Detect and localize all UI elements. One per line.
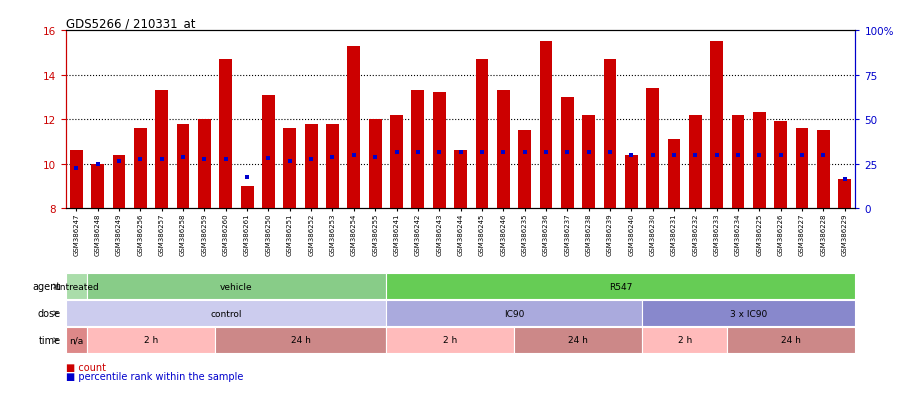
Text: R547: R547: [609, 282, 631, 291]
Text: agent: agent: [33, 281, 61, 292]
Bar: [514, 327, 641, 353]
Bar: [688, 115, 701, 209]
Text: 2 h: 2 h: [442, 336, 456, 344]
Bar: [454, 151, 466, 209]
Bar: [731, 115, 743, 209]
Bar: [304, 124, 317, 209]
Text: 24 h: 24 h: [568, 336, 588, 344]
Bar: [368, 120, 381, 209]
Bar: [87, 327, 215, 353]
Bar: [475, 60, 487, 209]
Text: 2 h: 2 h: [144, 336, 158, 344]
Bar: [752, 113, 765, 209]
Bar: [66, 300, 385, 326]
Bar: [385, 273, 855, 299]
Bar: [646, 89, 659, 209]
Text: dose: dose: [38, 308, 61, 318]
Bar: [326, 124, 339, 209]
Bar: [560, 97, 573, 209]
Bar: [215, 327, 385, 353]
Bar: [261, 95, 274, 209]
Bar: [241, 186, 253, 209]
Bar: [91, 164, 104, 209]
Text: untreated: untreated: [54, 282, 98, 291]
Bar: [283, 128, 296, 209]
Bar: [794, 128, 808, 209]
Text: 2 h: 2 h: [677, 336, 691, 344]
Bar: [837, 180, 850, 209]
Text: n/a: n/a: [69, 336, 84, 344]
Text: time: time: [39, 335, 61, 345]
Bar: [641, 300, 855, 326]
Bar: [155, 91, 168, 209]
Bar: [70, 151, 83, 209]
Text: 24 h: 24 h: [291, 336, 310, 344]
Bar: [112, 155, 126, 209]
Bar: [641, 327, 727, 353]
Bar: [773, 122, 786, 209]
Bar: [390, 115, 403, 209]
Bar: [517, 131, 530, 209]
Bar: [581, 115, 594, 209]
Bar: [66, 327, 87, 353]
Bar: [539, 42, 552, 209]
Bar: [87, 273, 385, 299]
Bar: [134, 128, 147, 209]
Text: ■ count: ■ count: [66, 363, 106, 373]
Bar: [411, 91, 424, 209]
Bar: [727, 327, 855, 353]
Bar: [816, 131, 829, 209]
Bar: [66, 273, 87, 299]
Bar: [198, 120, 210, 209]
Text: IC90: IC90: [503, 309, 524, 318]
Bar: [385, 327, 514, 353]
Text: ■ percentile rank within the sample: ■ percentile rank within the sample: [66, 371, 242, 381]
Text: control: control: [210, 309, 241, 318]
Bar: [496, 91, 509, 209]
Text: 3 x IC90: 3 x IC90: [730, 309, 766, 318]
Bar: [385, 300, 641, 326]
Bar: [624, 155, 637, 209]
Text: vehicle: vehicle: [220, 282, 252, 291]
Bar: [177, 124, 189, 209]
Bar: [667, 140, 680, 209]
Text: 24 h: 24 h: [781, 336, 801, 344]
Bar: [220, 60, 232, 209]
Bar: [603, 60, 616, 209]
Text: GDS5266 / 210331_at: GDS5266 / 210331_at: [66, 17, 195, 30]
Bar: [433, 93, 445, 209]
Bar: [710, 42, 722, 209]
Bar: [347, 47, 360, 209]
